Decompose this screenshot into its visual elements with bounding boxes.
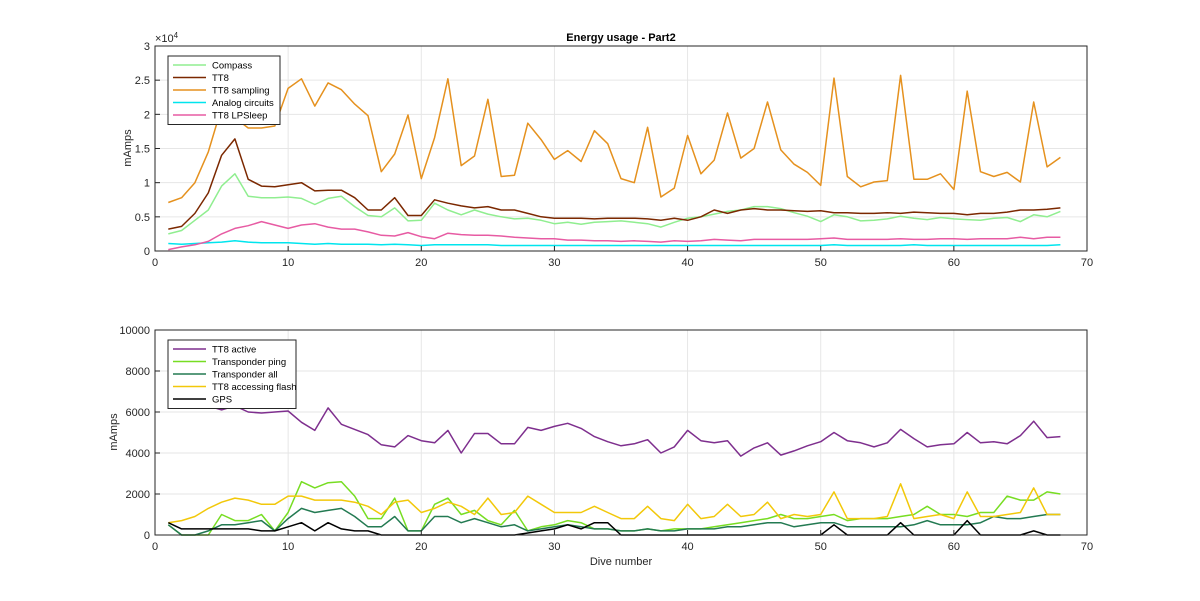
- top-plot: Energy usage - Part2 0 10 20 30 40 50 60 70 0 0.5…: [122, 31, 1093, 269]
- top-plot-x-tick-label: 60: [948, 257, 960, 269]
- top-plot-x-tick-label: 20: [415, 257, 427, 269]
- top-plot-grid: [155, 46, 1087, 251]
- bottom-plot-series: [167, 394, 1061, 536]
- series-line-tt8-accessing-flash: [168, 483, 1061, 524]
- bottom-plot-y-tick-label: 6000: [126, 407, 150, 419]
- bottom-plot-axes-box: [154, 329, 1088, 536]
- bottom-plot-y-tick-label: 10000: [119, 325, 150, 337]
- top-plot-y-exponent: ×104: [155, 31, 179, 45]
- top-plot-x-tick-label: 50: [815, 257, 827, 269]
- bottom-plot: 0 10 20 30 40 50 60 70 0 2000 4000 6000 8000 10000 mA…: [108, 325, 1093, 568]
- legend-label-tt8-sampling: TT8 sampling: [212, 86, 270, 97]
- legend-label-tt8: TT8: [212, 73, 229, 84]
- top-plot-y-tick-label: 2.5: [135, 75, 150, 87]
- bottom-plot-y-tick-label: 8000: [126, 366, 150, 378]
- top-plot-y-exponent-base: ×10: [155, 33, 174, 45]
- bottom-plot-y-label: mAmps: [108, 413, 120, 451]
- bottom-plot-grid: [155, 330, 1087, 535]
- bottom-plot-x-tick-label: 70: [1081, 541, 1093, 553]
- top-plot-x-tick-label: 0: [152, 257, 158, 269]
- legend-label-tt8-lpsleep: TT8 LPSleep: [212, 111, 267, 122]
- bottom-plot-x-tick-label: 50: [815, 541, 827, 553]
- bottom-plot-x-tick-label: 40: [681, 541, 693, 553]
- top-plot-y-exponent-power: 4: [174, 31, 179, 40]
- top-plot-y-tick-label: 2: [144, 109, 150, 121]
- bottom-plot-x-tick-label: 30: [548, 541, 560, 553]
- series-line-tt8-active: [167, 394, 1061, 457]
- top-plot-title: Energy usage - Part2: [566, 32, 675, 44]
- bottom-plot-x-tick-label: 0: [152, 541, 158, 553]
- bottom-plot-x-tick-label: 10: [282, 541, 294, 553]
- top-plot-ticks: 0 10 20 30 40 50 60 70 0 0.5 1 1.5 2 2.5 3: [135, 41, 1093, 269]
- bottom-plot-x-label: Dive number: [590, 556, 653, 568]
- series-line-transponder-all: [167, 507, 1061, 536]
- legend-label-tt8-active: TT8 active: [212, 345, 256, 356]
- series-line-tt8-lpsleep: [168, 220, 1061, 251]
- top-plot-series: [168, 74, 1061, 251]
- top-plot-y-tick-label: 1: [144, 178, 150, 190]
- top-plot-y-tick-label: 0: [144, 246, 150, 258]
- top-plot-x-tick-label: 10: [282, 257, 294, 269]
- series-line-tt8-sampling: [168, 74, 1061, 204]
- series-line-tt8: [168, 138, 1061, 230]
- top-plot-x-tick-label: 70: [1081, 257, 1093, 269]
- series-line-compass: [168, 173, 1061, 235]
- bottom-plot-y-tick-label: 0: [144, 530, 150, 542]
- top-plot-y-label: mAmps: [122, 129, 134, 167]
- series-line-gps: [167, 519, 1061, 536]
- top-plot-x-tick-label: 30: [548, 257, 560, 269]
- legend-label-gps: GPS: [212, 395, 232, 406]
- top-plot-x-tick-label: 40: [681, 257, 693, 269]
- legend-label-tt8-accessing-flash: TT8 accessing flash: [212, 382, 296, 393]
- bottom-plot-y-tick-label: 4000: [126, 448, 150, 460]
- series-line-analog-circuits: [168, 240, 1061, 247]
- bottom-plot-x-tick-label: 20: [415, 541, 427, 553]
- legend-label-analog-circuits: Analog circuits: [212, 98, 274, 109]
- bottom-plot-y-tick-label: 2000: [126, 489, 150, 501]
- bottom-plot-x-tick-label: 60: [948, 541, 960, 553]
- legend-label-transponder-ping: Transponder ping: [212, 357, 286, 368]
- top-plot-y-tick-label: 3: [144, 41, 150, 53]
- top-plot-y-tick-label: 0.5: [135, 212, 150, 224]
- legend-label-transponder-all: Transponder all: [212, 370, 278, 381]
- bottom-plot-ticks: 0 10 20 30 40 50 60 70 0 2000 4000 6000 8000 10000: [119, 325, 1093, 553]
- top-plot-y-tick-label: 1.5: [135, 144, 150, 156]
- legend-label-compass: Compass: [212, 61, 252, 72]
